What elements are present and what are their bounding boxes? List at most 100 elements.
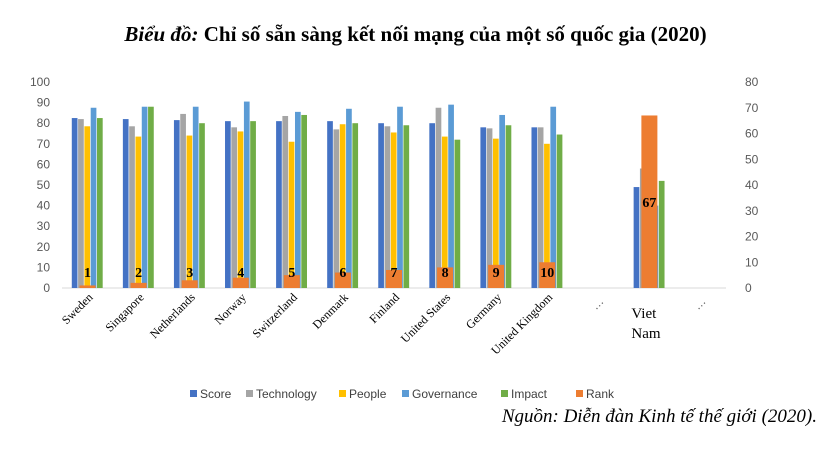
legend-label: Technology [256,387,317,401]
bar-rank [181,280,198,288]
right-y-axis: 0 10 20 30 40 50 60 70 80 [745,75,759,295]
y-tick-label: 80 [37,116,51,130]
bar-impact [658,180,665,288]
bar-governance [346,108,352,288]
bar-impact [250,121,256,288]
bar-impact [148,106,154,288]
y2-tick-label: 0 [745,281,752,295]
bar-rank [488,264,505,288]
bar-score [531,127,538,288]
bar-governance [90,107,97,288]
rank-label: 5 [288,266,295,281]
bar-rank [283,275,300,288]
bar-people [390,132,397,288]
y-tick-label: 70 [37,137,51,151]
y2-tick-label: 70 [745,101,759,115]
chart-title-lead: Biểu đồ: [124,22,199,46]
bar-governance [243,101,250,288]
legend-label: Impact [511,387,548,401]
legend-label: People [349,387,387,401]
bar-governance [550,106,557,288]
bar-governance [141,106,148,288]
x-tick-label: … [690,294,708,312]
chart-title: Biểu đồ: Chỉ số sẵn sàng kết nối mạng củ… [0,22,831,47]
bar-score [429,123,436,288]
bar-impact [199,123,205,288]
bar-series [71,101,665,289]
bar-people [237,131,244,288]
y-tick-label: 90 [37,96,51,110]
source-note: Nguồn: Diễn đàn Kinh tế thế giới (2020). [501,406,817,427]
x-tick-label: Finland [366,290,402,326]
bar-technology [129,126,135,288]
y-tick-label: 0 [43,281,50,295]
bar-technology [537,127,544,288]
left-y-axis: 0 10 20 30 40 50 60 70 80 90 100 [30,75,50,295]
rank-label: 10 [540,266,554,281]
legend-swatch [339,390,346,397]
bar-technology [333,129,340,288]
bar-impact [556,134,563,288]
chart-title-text: Chỉ số sẵn sàng kết nối mạng của một số … [203,22,707,46]
rank-label: 3 [186,266,193,281]
bar-governance [397,106,403,288]
bar-technology [384,126,391,288]
bar-impact [454,139,461,288]
bar-technology [231,127,238,288]
bar-impact [403,125,410,288]
bar-impact [301,114,307,289]
bar-rank [437,267,454,288]
legend-swatch [190,390,197,397]
bar-impact [96,118,103,288]
bar-people [135,136,142,288]
y-tick-label: 30 [37,219,51,233]
bar-score [173,120,180,288]
x-tick-label: Netherlands [147,290,198,341]
x-tick-label: Norway [212,290,249,327]
y2-tick-label: 60 [745,127,759,141]
bar-score [71,118,78,288]
rank-label: 4 [237,266,244,281]
legend-label: Score [200,387,232,401]
legend-swatch [246,390,253,397]
bar-governance [192,106,199,288]
bar-rank [641,115,658,288]
bar-rank [334,272,351,288]
x-axis-labels: Sweden Singapore Netherlands Norway Switzerl… [59,290,709,358]
bar-people [339,124,346,288]
legend-swatch [576,390,583,397]
rank-label: 8 [442,266,449,281]
y2-tick-label: 20 [745,230,759,244]
x-tick-label: … [588,294,606,312]
bar-people [186,135,193,288]
x-tick-label: United States [398,290,454,346]
rank-label: 1 [84,266,91,281]
bar-technology [180,113,186,289]
y2-tick-label: 40 [745,178,759,192]
x-tick-label: Germany [463,290,504,331]
bar-people [493,138,499,288]
bar-rank [539,262,556,288]
bar-people [84,126,91,288]
rank-label: 67 [642,196,656,211]
x-tick-label: Viet Nam [631,306,660,342]
bar-score [122,119,129,288]
y-tick-label: 60 [37,157,51,171]
y-tick-label: 50 [37,178,51,192]
bar-score [480,127,487,288]
bar-people [544,143,550,288]
y2-tick-label: 10 [745,255,759,269]
x-tick-label: Denmark [310,290,351,331]
legend-label: Rank [586,387,615,401]
legend-swatch [501,390,508,397]
rank-label: 2 [135,266,142,281]
bar-impact [352,123,359,288]
bar-technology [282,115,289,289]
bar-rank [386,269,402,288]
y2-tick-label: 50 [745,152,759,166]
bar-impact [505,125,512,288]
rank-label: 7 [391,266,398,281]
bar-rank [130,282,147,288]
